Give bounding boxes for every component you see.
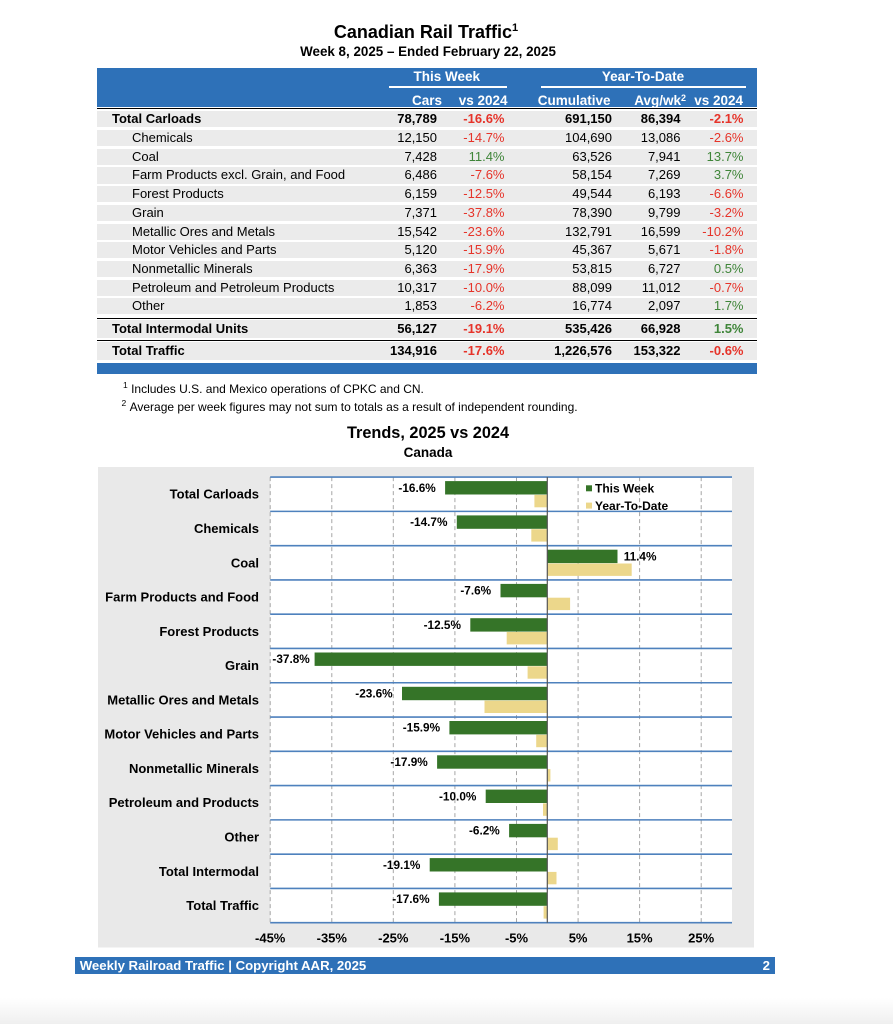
svg-text:-5%: -5% xyxy=(505,931,529,946)
svg-text:-17.6%: -17.6% xyxy=(392,892,430,906)
svg-text:15%: 15% xyxy=(627,931,653,946)
svg-text:-16.6%: -16.6% xyxy=(398,481,436,495)
svg-text:Total Intermodal: Total Intermodal xyxy=(159,864,259,879)
svg-text:-19.1%: -19.1% xyxy=(383,858,421,872)
svg-text:Year-To-Date: Year-To-Date xyxy=(595,499,668,513)
svg-text:-14.7%: -14.7% xyxy=(410,515,448,529)
svg-text:-12.5%: -12.5% xyxy=(424,618,462,632)
svg-text:Chemicals: Chemicals xyxy=(194,521,259,536)
svg-text:Forest Products: Forest Products xyxy=(159,624,259,639)
svg-text:-15.9%: -15.9% xyxy=(403,721,441,735)
svg-text:Metallic Ores and Metals: Metallic Ores and Metals xyxy=(107,692,259,707)
svg-text:Nonmetallic Minerals: Nonmetallic Minerals xyxy=(129,761,259,776)
svg-text:-37.8%: -37.8% xyxy=(272,652,310,666)
svg-text:-23.6%: -23.6% xyxy=(355,687,393,701)
svg-text:Farm Products and Food: Farm Products and Food xyxy=(105,590,259,605)
svg-text:-7.6%: -7.6% xyxy=(460,584,491,598)
svg-text:-35%: -35% xyxy=(317,931,348,946)
svg-text:Coal: Coal xyxy=(231,555,259,570)
svg-text:Other: Other xyxy=(224,830,259,845)
svg-text:-25%: -25% xyxy=(378,931,409,946)
svg-text:-10.0%: -10.0% xyxy=(439,789,477,803)
svg-text:Grain: Grain xyxy=(225,658,259,673)
svg-text:Petroleum and Products: Petroleum and Products xyxy=(109,795,259,810)
svg-text:This Week: This Week xyxy=(595,482,654,496)
svg-text:Total Traffic: Total Traffic xyxy=(186,898,259,913)
svg-text:11.4%: 11.4% xyxy=(624,549,657,563)
svg-text:25%: 25% xyxy=(688,931,714,946)
svg-text:5%: 5% xyxy=(569,931,588,946)
svg-text:Motor Vehicles and Parts: Motor Vehicles and Parts xyxy=(104,727,259,742)
svg-text:-45%: -45% xyxy=(255,931,286,946)
svg-text:-17.9%: -17.9% xyxy=(390,755,428,769)
svg-text:-15%: -15% xyxy=(440,931,471,946)
svg-text:-6.2%: -6.2% xyxy=(469,824,500,838)
svg-text:Total Carloads: Total Carloads xyxy=(170,487,259,502)
